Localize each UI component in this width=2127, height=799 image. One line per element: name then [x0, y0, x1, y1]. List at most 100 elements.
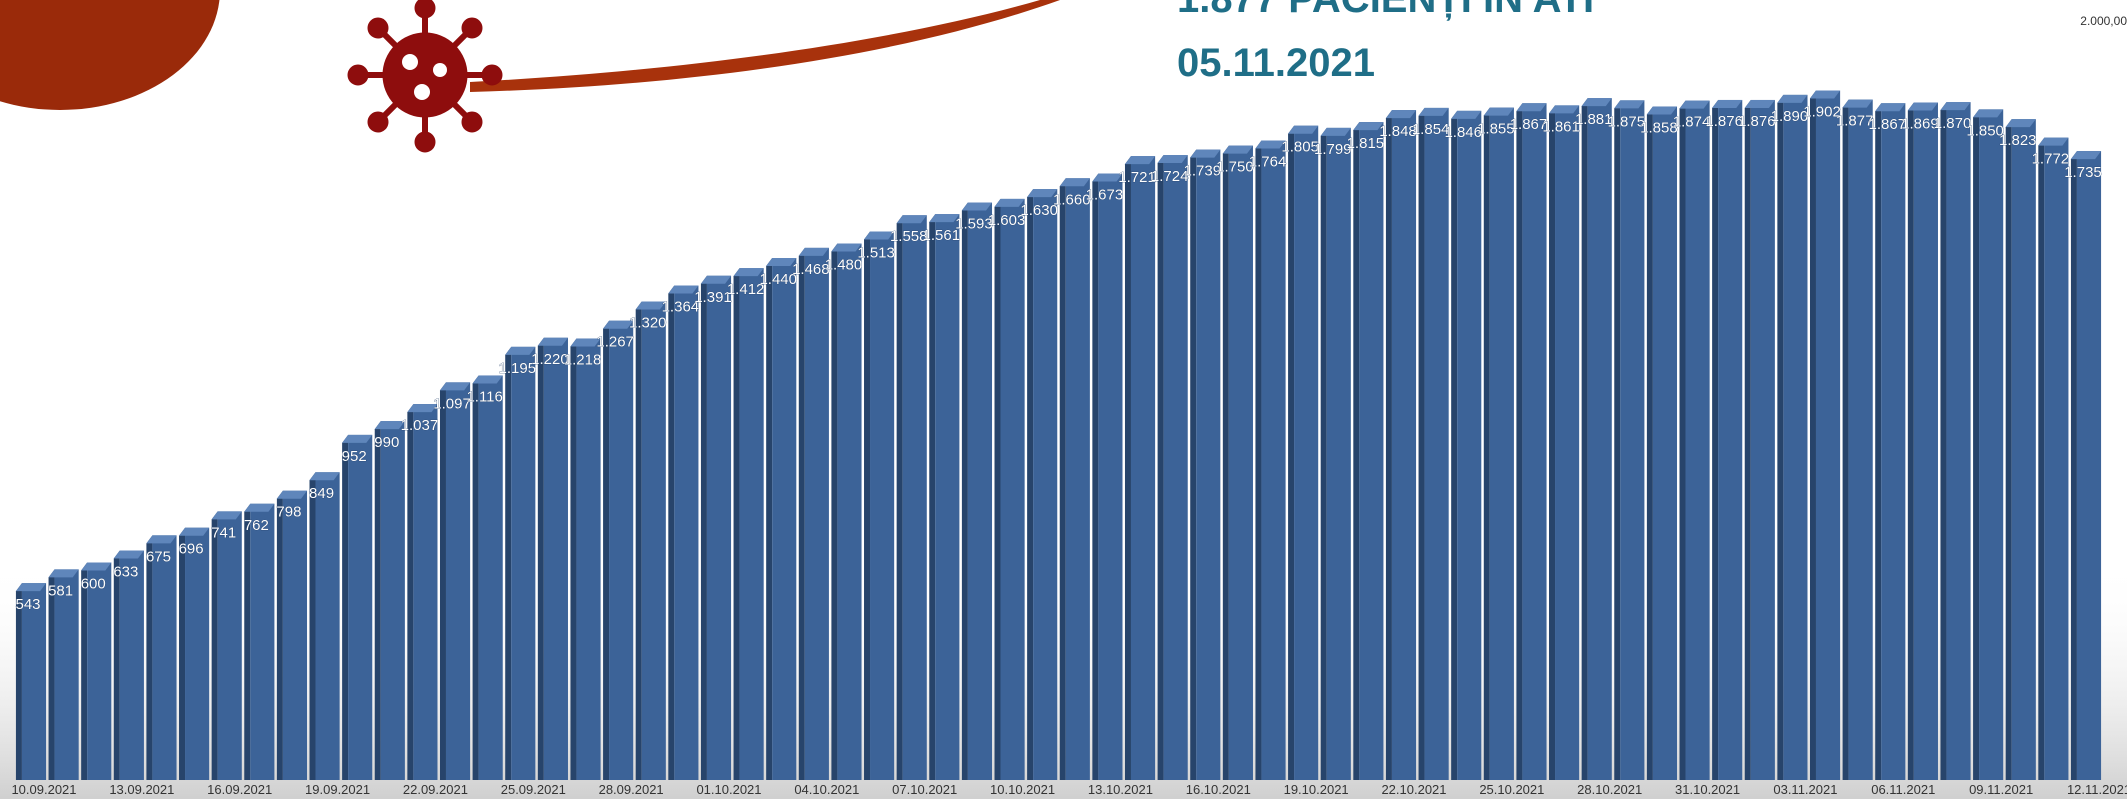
value-label: 633: [113, 564, 138, 581]
bar: [445, 382, 471, 780]
bar-side: [1059, 178, 1066, 780]
bar-side: [668, 285, 675, 780]
bar: [1881, 103, 1906, 780]
x-tick-label: 19.09.2021: [305, 782, 370, 797]
bar-top: [1940, 102, 1971, 111]
value-label: 1.764: [1249, 154, 1287, 171]
bar: [1783, 94, 1808, 780]
bar-top: [961, 202, 993, 211]
bar-side: [342, 434, 349, 780]
value-label: 1.558: [890, 228, 928, 245]
value-label: 1.116: [466, 388, 502, 405]
bar: [1033, 189, 1058, 780]
bar-side: [1875, 103, 1882, 780]
bar-top: [244, 503, 275, 512]
x-tick-label: 13.10.2021: [1088, 782, 1153, 797]
value-label: 1.823: [1999, 132, 2037, 149]
bar-side: [1124, 156, 1131, 780]
bar-top: [994, 198, 1025, 207]
bar-top: [1809, 90, 1841, 99]
bar-top: [374, 421, 405, 430]
value-label: 1.721: [1118, 169, 1156, 186]
bar-top: [1353, 122, 1384, 131]
value-label: 1.846: [1444, 124, 1482, 141]
x-tick-label: 16.09.2021: [207, 782, 272, 797]
bar-top: [1157, 155, 1188, 164]
bar-top: [1320, 127, 1351, 136]
bar: [152, 535, 177, 780]
bar-side: [407, 404, 414, 780]
value-label: 581: [48, 582, 73, 599]
bar-top: [1581, 98, 1612, 107]
value-label: 952: [342, 448, 367, 465]
x-tick-label: 03.11.2021: [1773, 782, 1837, 797]
value-label: 1.391: [694, 289, 732, 306]
bar-top: [505, 346, 536, 355]
bar-top: [2038, 137, 2069, 146]
bar: [380, 421, 405, 780]
bar: [1848, 99, 1873, 780]
value-label: 1.850: [1966, 122, 2004, 139]
bar-top: [276, 490, 308, 499]
bar-top: [1027, 189, 1058, 198]
decor-swoosh: [470, 0, 1060, 92]
value-label: 1.195: [499, 360, 537, 377]
bar-top: [1451, 110, 1482, 119]
bar-top: [472, 375, 503, 384]
x-tick-label: 04.10.2021: [794, 782, 859, 797]
bar-side: [2005, 119, 2012, 781]
bar-side: [374, 421, 381, 780]
value-label: 1.630: [1020, 202, 1058, 219]
bar: [674, 285, 699, 780]
value-label: 1.877: [1836, 113, 1874, 130]
bar-side: [603, 320, 610, 780]
bar: [641, 301, 666, 780]
bar-top: [1483, 107, 1514, 116]
bar-top: [1907, 102, 1938, 111]
value-label: 1.854: [1412, 121, 1450, 138]
bar-side: [15, 583, 22, 780]
bar-side: [831, 243, 838, 780]
bar: [1424, 107, 1449, 781]
x-tick-label: 31.10.2021: [1675, 782, 1740, 797]
value-label: 1.603: [988, 212, 1026, 229]
value-label: 1.874: [1673, 114, 1711, 131]
value-label: 1.440: [759, 271, 797, 288]
x-tick-label: 06.11.2021: [1871, 782, 1935, 797]
bar-side: [1190, 149, 1197, 781]
bar: [54, 569, 79, 780]
bar-side: [1679, 100, 1686, 781]
bar-side: [1451, 110, 1458, 780]
bar: [706, 275, 732, 780]
x-tick-label: 12.11.2021: [2067, 782, 2127, 797]
bar-side: [1157, 155, 1164, 781]
bar-side: [537, 337, 544, 780]
bar-side: [81, 562, 88, 780]
value-label: 849: [309, 485, 334, 502]
bar-side: [1646, 106, 1653, 781]
bar: [1522, 103, 1547, 780]
value-label: 1.876: [1705, 113, 1743, 130]
bar: [1489, 107, 1514, 780]
bar-side: [211, 511, 218, 780]
bar-side: [1353, 122, 1360, 780]
bar: [837, 243, 862, 780]
bar-top: [1059, 178, 1090, 187]
bar: [1587, 98, 1612, 780]
bar-side: [1973, 109, 1980, 780]
bar: [1718, 99, 1743, 780]
bar-side: [766, 258, 773, 780]
value-label: 1.412: [727, 281, 765, 298]
bar: [902, 215, 927, 781]
bar-top: [896, 215, 927, 224]
x-tick-label: 19.10.2021: [1284, 782, 1349, 797]
bar: [1815, 90, 1841, 780]
bar: [1391, 110, 1417, 781]
bar: [1196, 149, 1221, 781]
bar-top: [864, 231, 895, 240]
bar-side: [961, 202, 968, 781]
bar: [935, 214, 960, 780]
bar: [1326, 127, 1351, 781]
value-label: 1.799: [1314, 141, 1352, 158]
bar: [185, 527, 210, 780]
